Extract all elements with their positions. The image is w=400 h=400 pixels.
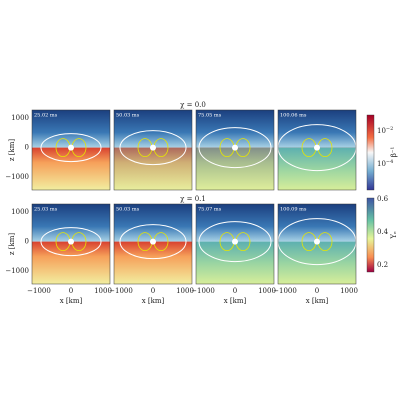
- x-tick-label: −1000: [109, 287, 133, 295]
- panel-frame: [113, 109, 193, 191]
- panel-bottom: [278, 241, 356, 284]
- panel-bottom: [196, 241, 274, 284]
- panel-frame: [195, 109, 275, 191]
- tick-exp: −4: [386, 159, 393, 165]
- panel-top: [32, 110, 110, 148]
- panel-top: [278, 110, 356, 148]
- time-label: 100.09 ms: [280, 207, 307, 213]
- panel-bottom: [196, 147, 274, 190]
- x-axis-label: x [km]: [306, 297, 329, 305]
- panel-top: [278, 204, 356, 242]
- colorbar-label: β⁻¹: [390, 147, 398, 158]
- time-label: 50.03 ms: [116, 207, 140, 213]
- panel-frame: [195, 203, 275, 285]
- colorbar-tick-label: 0.2: [377, 261, 388, 269]
- colorbar-tick-label: 10−2: [377, 126, 393, 136]
- core: [150, 238, 156, 245]
- panel-frame: [31, 203, 111, 285]
- y-tick-label: 0: [25, 238, 29, 246]
- time-label: 50.03 ms: [116, 113, 140, 119]
- y-tick-label: −1000: [5, 267, 29, 275]
- contour: [40, 227, 102, 257]
- x-tick-label: 0: [69, 287, 73, 295]
- x-axis-label: x [km]: [60, 297, 83, 305]
- core: [314, 238, 320, 245]
- y-tick-label: 0: [25, 144, 29, 152]
- colorbar-tick-label: 10−4: [377, 159, 393, 169]
- x-tick-label: 0: [151, 287, 155, 295]
- panel-bottom: [278, 147, 356, 190]
- y-axis-label: z [km]: [8, 233, 16, 256]
- core: [232, 238, 238, 245]
- panel-top: [196, 204, 274, 242]
- panel-frame: [277, 109, 357, 191]
- y-tick-label: 1000: [11, 114, 29, 122]
- colorbar: [366, 197, 375, 273]
- y-tick-label: 1000: [11, 208, 29, 216]
- y-axis-label: z [km]: [8, 139, 16, 162]
- tick-exp: −2: [386, 126, 393, 132]
- panel-bottom: [114, 241, 192, 284]
- row-title: χ = 0.0: [180, 101, 206, 109]
- time-label: 75.05 ms: [198, 113, 222, 119]
- time-label: 100.06 ms: [280, 113, 307, 119]
- panel-top: [196, 110, 274, 148]
- core: [68, 144, 74, 151]
- core: [232, 144, 238, 151]
- panel-top: [32, 204, 110, 242]
- x-tick-label: 1000: [94, 287, 112, 295]
- x-tick-label: 1000: [258, 287, 276, 295]
- x-tick-label: −1000: [27, 287, 51, 295]
- x-axis-label: x [km]: [224, 297, 247, 305]
- colorbar-tick-label: 0.4: [377, 228, 389, 236]
- panel-frame: [31, 109, 111, 191]
- core: [314, 144, 320, 151]
- contour: [198, 221, 272, 263]
- x-tick-label: 0: [315, 287, 319, 295]
- contour: [119, 224, 187, 260]
- x-axis-label: x [km]: [142, 297, 165, 305]
- tick-base: 10: [377, 160, 386, 168]
- contour: [198, 127, 272, 169]
- panel-top: [114, 204, 192, 242]
- contour: [40, 133, 102, 163]
- x-tick-label: −1000: [273, 287, 297, 295]
- panel-frame: [113, 203, 193, 285]
- core: [150, 144, 156, 151]
- row-title: χ = 0.1: [180, 195, 206, 203]
- tick-base: 10: [377, 127, 386, 135]
- x-tick-label: 0: [233, 287, 237, 295]
- colorbar-label: Yₑ: [390, 231, 398, 240]
- time-label: 25.02 ms: [34, 113, 58, 119]
- colorbar: [366, 114, 375, 191]
- contour: [119, 130, 187, 166]
- panel-top: [114, 110, 192, 148]
- y-tick-label: −1000: [5, 173, 29, 181]
- colorbar-tick-label: 0.6: [377, 195, 389, 203]
- panel-frame: [277, 203, 357, 285]
- x-tick-label: 1000: [176, 287, 194, 295]
- panel-bottom: [114, 147, 192, 190]
- x-tick-label: 1000: [340, 287, 358, 295]
- time-label: 75.07 ms: [198, 207, 222, 213]
- time-label: 25.03 ms: [34, 207, 58, 213]
- x-tick-label: −1000: [191, 287, 215, 295]
- core: [68, 238, 74, 245]
